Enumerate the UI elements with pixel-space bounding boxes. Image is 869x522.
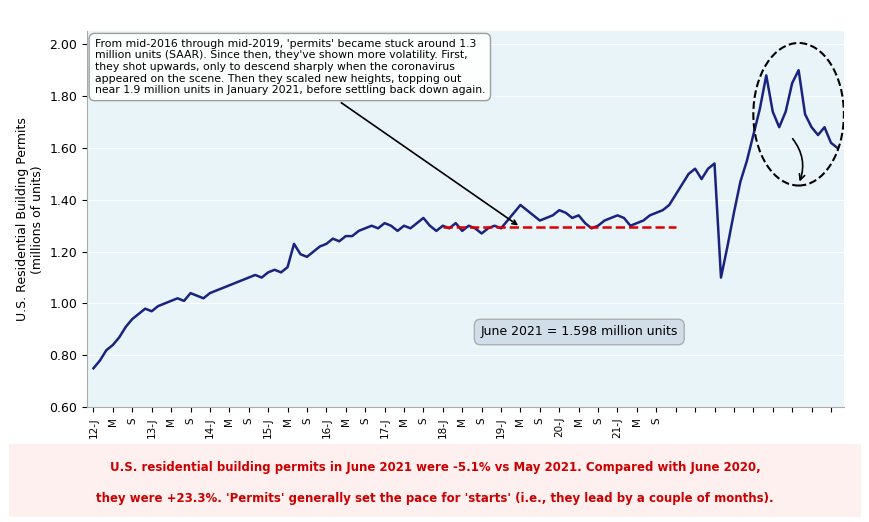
FancyBboxPatch shape (0, 442, 869, 518)
Text: June 2021 = 1.598 million units: June 2021 = 1.598 million units (480, 326, 677, 338)
Text: From mid-2016 through mid-2019, 'permits' became stuck around 1.3
million units : From mid-2016 through mid-2019, 'permits… (95, 39, 516, 224)
X-axis label: Year and month: Year and month (397, 446, 533, 461)
Text: they were +23.3%. 'Permits' generally set the pace for 'starts' (i.e., they lead: they were +23.3%. 'Permits' generally se… (96, 492, 773, 505)
Y-axis label: U.S. Residential Building Permits
(millions of units): U.S. Residential Building Permits (milli… (16, 117, 43, 321)
Text: U.S. residential building permits in June 2021 were -5.1% vs May 2021. Compared : U.S. residential building permits in Jun… (109, 460, 760, 473)
